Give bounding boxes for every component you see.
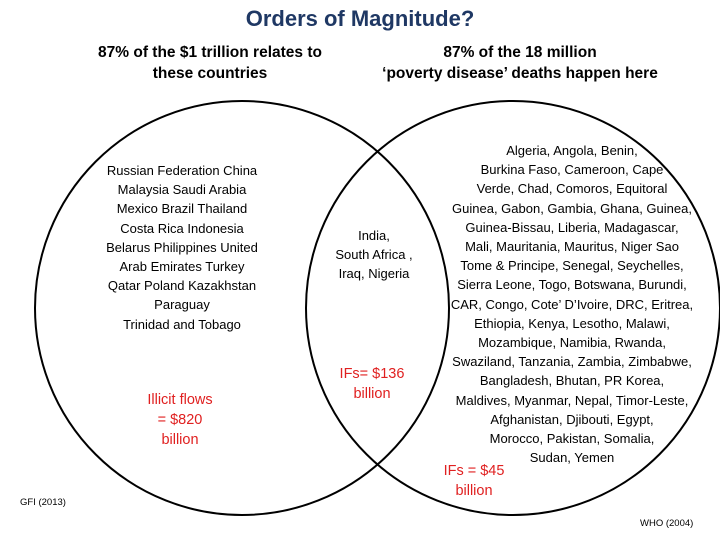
- right-source-citation: WHO (2004): [640, 518, 694, 529]
- overlap-country-list: India, South Africa , Iraq, Nigeria: [314, 226, 434, 284]
- left-illicit-flows: Illicit flows = $820 billion: [120, 390, 240, 450]
- text-line: Iraq, Nigeria: [338, 266, 410, 282]
- text-line: Verde, Chad, Comoros, Equitoral: [476, 181, 668, 197]
- text-line: billion: [353, 386, 391, 402]
- text-line: Russian Federation China: [106, 163, 258, 178]
- text-line: Belarus Philippines United: [106, 239, 258, 255]
- text-line: Paraguay: [154, 297, 210, 313]
- text-line: = $820: [157, 412, 203, 428]
- right-country-list: Algeria, Angola, Benin, Burkina Faso, Cam…: [436, 141, 708, 467]
- text-line: Ethiopia, Kenya, Lesotho, Malawi,: [474, 315, 670, 331]
- text-line: India,: [358, 228, 390, 243]
- text-line: Maldives, Myanmar, Nepal, Timor-Leste,: [455, 392, 689, 408]
- text-line: Guinea, Gabon, Gambia, Ghana, Guinea,: [452, 200, 692, 216]
- text-line: CAR, Congo, Cote’ D’Ivoire, DRC, Eritrea…: [450, 296, 694, 312]
- text-line: Morocco, Pakistan, Somalia,: [489, 431, 655, 447]
- text-line: Mali, Mauritania, Mauritus, Niger Sao: [465, 239, 679, 255]
- text-line: Burkina Faso, Cameroon, Cape: [480, 162, 664, 178]
- left-country-list: Russian Federation China Malaysia Saudi A…: [74, 161, 290, 334]
- left-heading: 87% of the $1 trillion relates to these c…: [60, 42, 360, 84]
- text-line: Mexico Brazil Thailand: [116, 201, 248, 217]
- text-line: Costa Rica Indonesia: [120, 220, 244, 236]
- right-illicit-flows: IFs = $45 billion: [424, 461, 524, 501]
- right-heading: 87% of the 18 million ‘poverty disease’ d…: [350, 42, 690, 84]
- text-line: Arab Emirates Turkey: [119, 259, 245, 275]
- text-line: Sierra Leone, Togo, Botswana, Burundi,: [457, 277, 687, 293]
- text-line: Malaysia Saudi Arabia: [117, 182, 247, 198]
- text-line: IFs = $45: [443, 463, 505, 479]
- text-line: Bangladesh, Bhutan, PR Korea,: [479, 373, 665, 389]
- text-line: these countries: [152, 65, 268, 82]
- text-line: 87% of the 18 million: [443, 44, 597, 61]
- text-line: Afghanistan, Djibouti, Egypt,: [490, 411, 654, 427]
- text-line: Sudan, Yemen: [529, 450, 615, 466]
- diagram-title: Orders of Magnitude?: [245, 6, 475, 31]
- right-circle: [305, 100, 720, 516]
- text-line: billion: [455, 483, 493, 499]
- text-line: Tome & Principe, Senegal, Seychelles,: [460, 258, 684, 274]
- text-line: Trinidad and Tobago: [123, 316, 241, 332]
- text-line: IFs= $136: [339, 366, 405, 382]
- text-line: Illicit flows: [147, 392, 213, 408]
- text-line: Guinea-Bissau, Liberia, Madagascar,: [465, 219, 679, 235]
- overlap-illicit-flows: IFs= $136 billion: [322, 364, 422, 404]
- text-line: billion: [161, 432, 199, 448]
- text-line: Algeria, Angola, Benin,: [506, 143, 638, 158]
- text-line: South Africa ,: [335, 247, 413, 263]
- text-line: Qatar Poland Kazakhstan: [107, 278, 257, 294]
- text-line: ‘poverty disease’ deaths happen here: [382, 65, 658, 82]
- left-source-citation: GFI (2013): [20, 497, 66, 508]
- text-line: 87% of the $1 trillion relates to: [98, 44, 322, 61]
- text-line: Mozambique, Namibia, Rwanda,: [478, 335, 666, 351]
- left-circle: [34, 100, 450, 516]
- text-line: Swaziland, Tanzania, Zambia, Zimbabwe,: [452, 354, 692, 370]
